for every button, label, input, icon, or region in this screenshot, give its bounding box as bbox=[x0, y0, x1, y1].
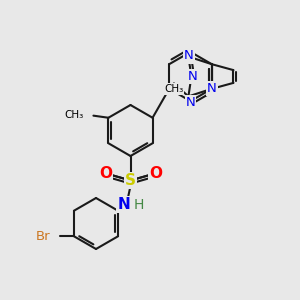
Text: Br: Br bbox=[36, 230, 50, 243]
Text: N: N bbox=[207, 82, 217, 95]
Text: CH₃: CH₃ bbox=[64, 110, 83, 120]
Text: CH₃: CH₃ bbox=[164, 84, 184, 94]
Text: N: N bbox=[184, 50, 194, 62]
Text: H: H bbox=[134, 198, 144, 212]
Text: S: S bbox=[125, 173, 136, 188]
Text: O: O bbox=[99, 166, 112, 181]
Text: N: N bbox=[117, 197, 130, 212]
Text: N: N bbox=[186, 96, 195, 109]
Text: O: O bbox=[149, 166, 162, 181]
Text: N: N bbox=[188, 70, 198, 83]
